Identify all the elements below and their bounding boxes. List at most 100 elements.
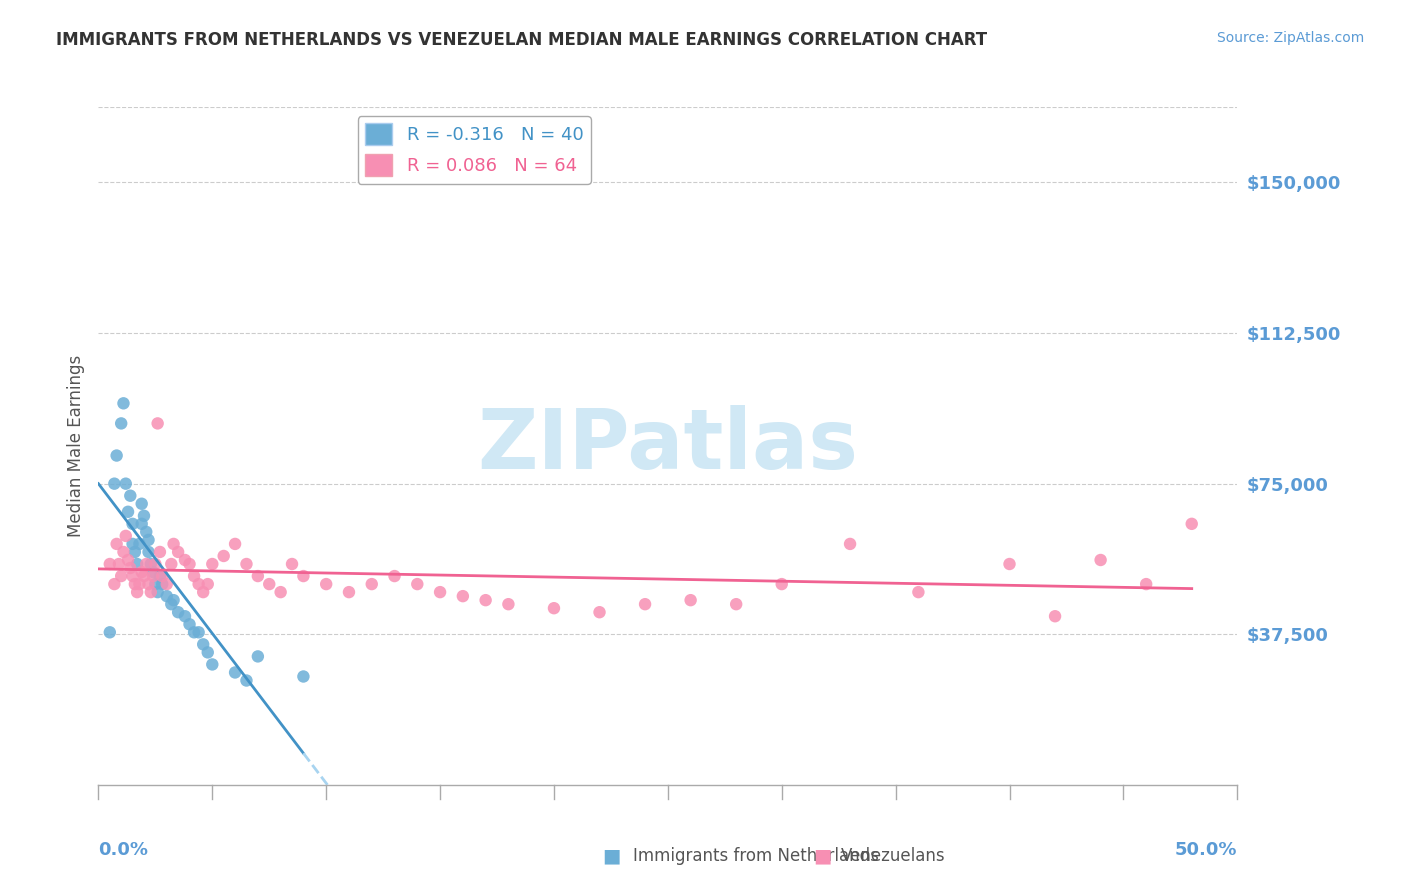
- Point: [212, 549, 235, 563]
- Point: [998, 557, 1021, 571]
- Text: ■: ■: [602, 847, 621, 865]
- Point: [193, 637, 215, 651]
- Text: Source: ZipAtlas.com: Source: ZipAtlas.com: [1216, 31, 1364, 45]
- Point: [167, 605, 190, 619]
- Point: [588, 605, 610, 619]
- Point: [235, 557, 257, 571]
- Point: [235, 673, 257, 688]
- Point: [120, 561, 142, 575]
- Point: [1090, 553, 1112, 567]
- Point: [145, 577, 167, 591]
- Point: [124, 545, 146, 559]
- Point: [98, 557, 121, 571]
- Point: [179, 617, 201, 632]
- Point: [121, 537, 143, 551]
- Legend: R = -0.316   N = 40, R = 0.086   N = 64: R = -0.316 N = 40, R = 0.086 N = 64: [359, 116, 591, 184]
- Point: [292, 669, 315, 683]
- Point: [132, 508, 155, 523]
- Point: [498, 597, 520, 611]
- Text: ZIPatlas: ZIPatlas: [478, 406, 858, 486]
- Point: [360, 577, 382, 591]
- Point: [98, 625, 121, 640]
- Point: [117, 553, 139, 567]
- Point: [839, 537, 862, 551]
- Point: [156, 589, 179, 603]
- Point: [105, 537, 128, 551]
- Point: [224, 537, 246, 551]
- Point: [162, 537, 184, 551]
- Point: [907, 585, 929, 599]
- Point: [197, 645, 219, 659]
- Point: [127, 557, 149, 571]
- Point: [103, 476, 125, 491]
- Point: [193, 585, 215, 599]
- Point: [150, 577, 173, 591]
- Point: [149, 569, 172, 583]
- Point: [124, 577, 146, 591]
- Text: 0.0%: 0.0%: [98, 841, 149, 859]
- Point: [121, 516, 143, 531]
- Point: [201, 557, 224, 571]
- Point: [187, 625, 209, 640]
- Point: [138, 533, 160, 547]
- Point: [1181, 516, 1204, 531]
- Point: [259, 577, 281, 591]
- Point: [135, 524, 157, 539]
- Point: [1135, 577, 1157, 591]
- Point: [451, 589, 474, 603]
- Point: [162, 593, 184, 607]
- Point: [114, 476, 136, 491]
- Point: [315, 577, 337, 591]
- Point: [142, 565, 165, 579]
- Point: [160, 597, 183, 611]
- Y-axis label: Median Male Earnings: Median Male Earnings: [66, 355, 84, 537]
- Point: [679, 593, 702, 607]
- Point: [160, 557, 183, 571]
- Point: [139, 585, 162, 599]
- Text: 50.0%: 50.0%: [1175, 841, 1237, 859]
- Point: [120, 489, 142, 503]
- Point: [110, 417, 132, 431]
- Point: [105, 449, 128, 463]
- Point: [103, 577, 125, 591]
- Point: [131, 516, 153, 531]
- Point: [139, 557, 162, 571]
- Point: [114, 529, 136, 543]
- Point: [145, 557, 167, 571]
- Point: [1043, 609, 1066, 624]
- Point: [174, 609, 197, 624]
- Point: [179, 557, 201, 571]
- Text: Venezuelans: Venezuelans: [841, 847, 945, 865]
- Text: IMMIGRANTS FROM NETHERLANDS VS VENEZUELAN MEDIAN MALE EARNINGS CORRELATION CHART: IMMIGRANTS FROM NETHERLANDS VS VENEZUELA…: [56, 31, 987, 49]
- Text: ■: ■: [813, 847, 832, 865]
- Point: [150, 569, 173, 583]
- Point: [110, 569, 132, 583]
- Point: [429, 585, 451, 599]
- Point: [108, 557, 131, 571]
- Point: [128, 537, 150, 551]
- Point: [117, 505, 139, 519]
- Point: [142, 569, 165, 583]
- Point: [770, 577, 793, 591]
- Point: [156, 577, 179, 591]
- Point: [634, 597, 657, 611]
- Point: [543, 601, 565, 615]
- Point: [128, 577, 150, 591]
- Point: [131, 565, 153, 579]
- Point: [474, 593, 496, 607]
- Point: [246, 649, 269, 664]
- Point: [167, 545, 190, 559]
- Point: [183, 625, 205, 640]
- Point: [112, 545, 135, 559]
- Point: [183, 569, 205, 583]
- Point: [131, 497, 153, 511]
- Point: [197, 577, 219, 591]
- Point: [281, 557, 304, 571]
- Point: [138, 577, 160, 591]
- Point: [112, 396, 135, 410]
- Point: [201, 657, 224, 672]
- Point: [406, 577, 429, 591]
- Point: [270, 585, 292, 599]
- Point: [146, 417, 169, 431]
- Point: [337, 585, 360, 599]
